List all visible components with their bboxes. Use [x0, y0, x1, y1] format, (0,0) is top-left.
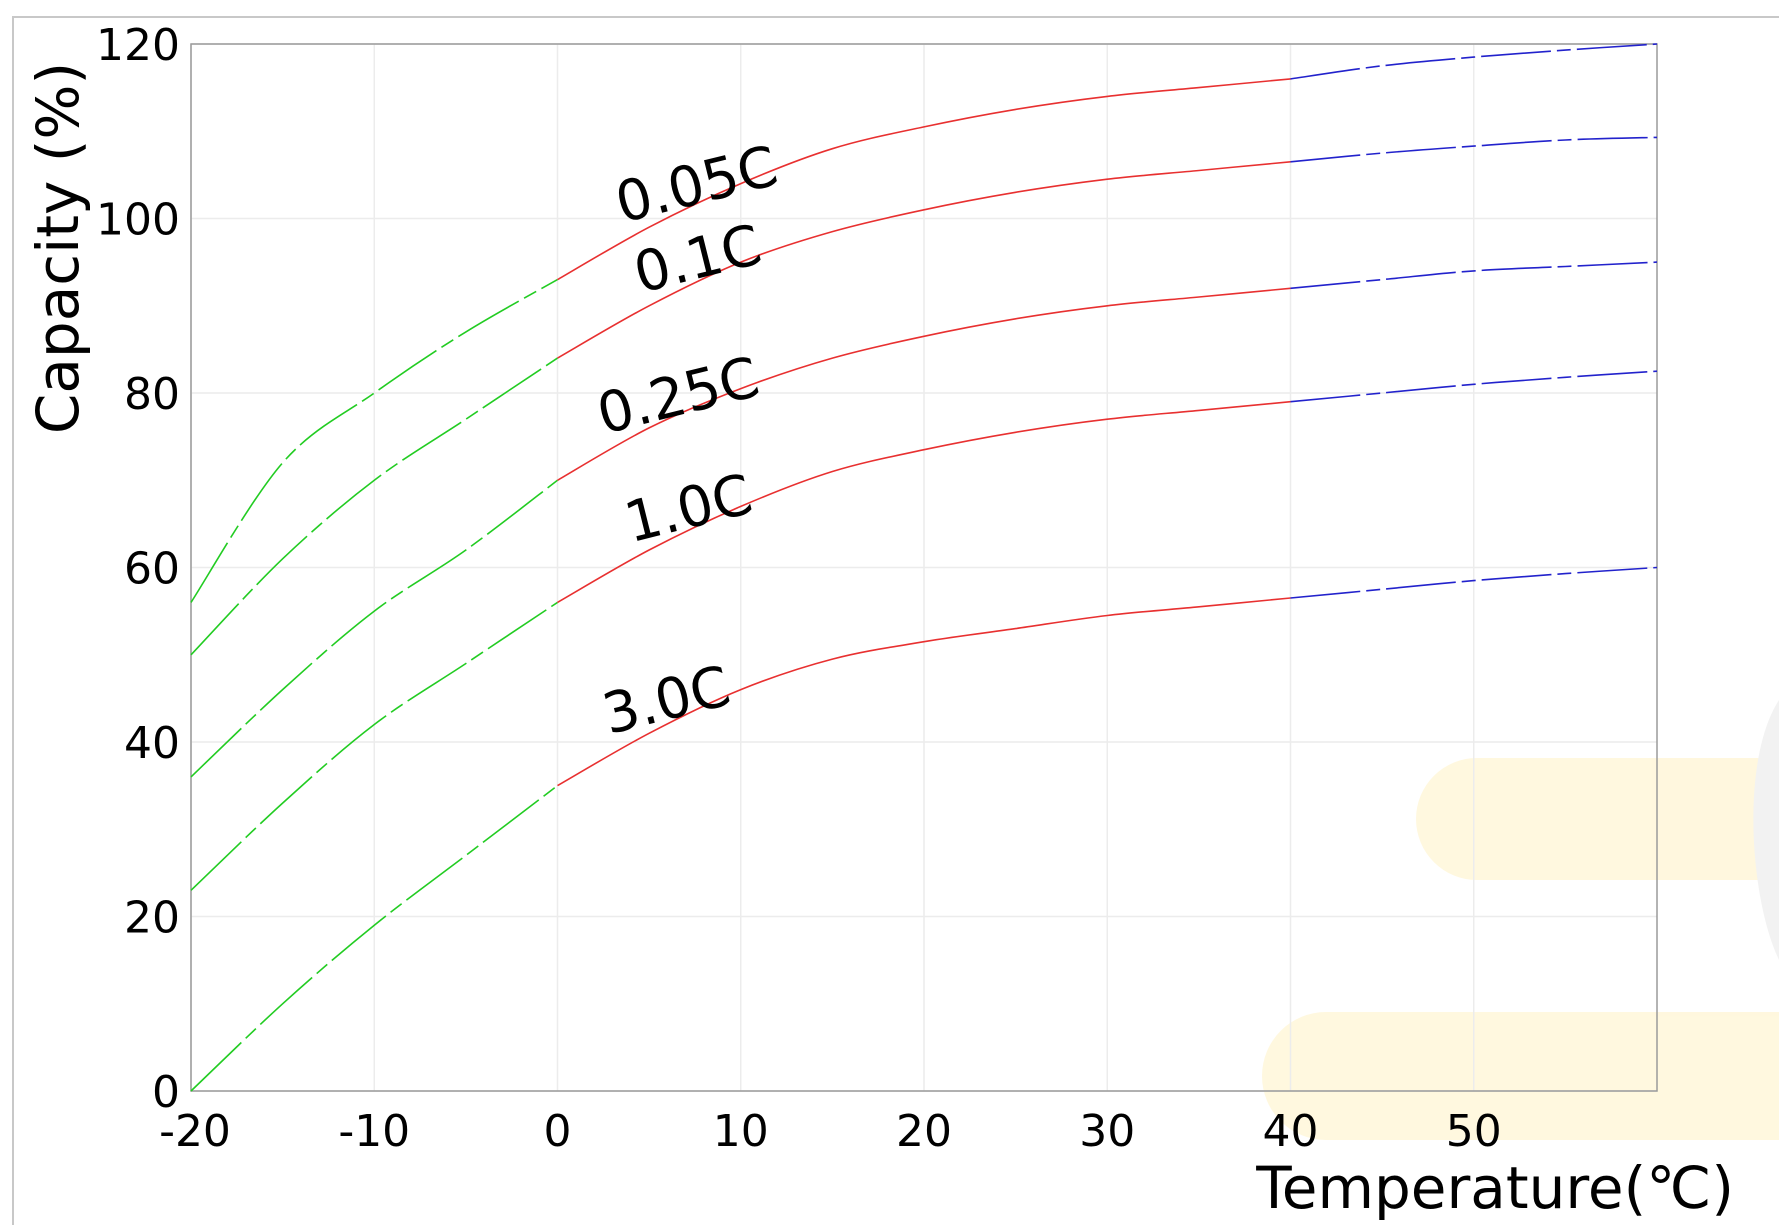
series-segment — [557, 78, 1291, 281]
series-segment — [190, 479, 558, 778]
series-segment — [190, 601, 558, 891]
series-label: 1.0C — [618, 462, 758, 556]
series-line-0.05C — [190, 43, 1658, 603]
background-decoration — [1262, 700, 1779, 1140]
x-tick-labels: -20 -10 0 10 20 30 40 50 — [159, 1106, 1502, 1157]
series-line-0.25C — [190, 261, 1658, 778]
y-tick-label: 100 — [96, 195, 180, 246]
grid-lines — [190, 43, 1657, 1092]
outer-frame — [12, 16, 1779, 1225]
x-tick-label: 40 — [1263, 1106, 1319, 1157]
y-tick-label: 0 — [152, 1067, 180, 1118]
series-segment — [190, 784, 558, 1092]
series-segment — [557, 400, 1291, 604]
series-segment — [557, 597, 1291, 787]
y-tick-label: 20 — [124, 893, 180, 944]
y-tick-label: 60 — [124, 544, 180, 595]
series-line-3.0C — [190, 566, 1658, 1092]
x-tick-label: 0 — [544, 1106, 572, 1157]
y-axis-title: Capacity (%) — [24, 62, 92, 434]
series-segment — [1290, 261, 1658, 290]
x-axis-title: Temperature(℃) — [1255, 1154, 1734, 1222]
series-line-0.1C — [190, 136, 1658, 656]
series-line-1.0C — [190, 370, 1658, 891]
series-segment — [557, 287, 1291, 481]
series-segment — [557, 161, 1291, 359]
series-label: 3.0C — [596, 654, 736, 748]
series-segment — [1290, 370, 1658, 403]
y-tick-label: 80 — [124, 369, 180, 420]
series-layer — [190, 43, 1658, 1092]
x-tick-label: -20 — [159, 1106, 231, 1157]
x-tick-label: 20 — [896, 1106, 952, 1157]
x-tick-label: 30 — [1079, 1106, 1135, 1157]
x-tick-label: 50 — [1446, 1106, 1502, 1157]
series-segment — [190, 357, 558, 656]
series-segment — [1290, 136, 1658, 163]
x-tick-label: 10 — [713, 1106, 769, 1157]
y-tick-label: 120 — [96, 20, 180, 71]
series-segment — [190, 278, 558, 603]
series-segment — [1290, 43, 1658, 80]
y-tick-label: 40 — [124, 718, 180, 769]
y-tick-labels: 0 20 40 60 80 100 120 — [96, 20, 180, 1118]
series-label: 0.25C — [591, 345, 766, 448]
series-label: 0.05C — [609, 134, 784, 237]
series-segment — [1290, 566, 1658, 599]
x-tick-label: -10 — [338, 1106, 410, 1157]
